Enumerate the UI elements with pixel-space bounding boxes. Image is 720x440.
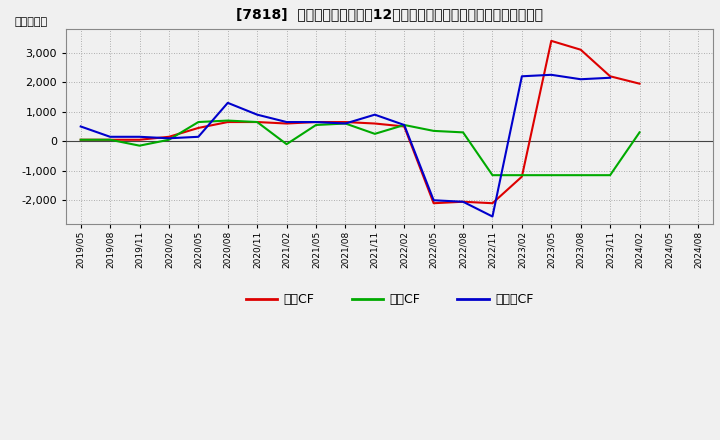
営業CF xyxy=(488,201,497,206)
フリーCF xyxy=(547,72,556,77)
投資CF xyxy=(135,143,144,148)
営業CF xyxy=(547,38,556,44)
投資CF xyxy=(488,172,497,178)
Line: 投資CF: 投資CF xyxy=(81,121,639,175)
営業CF xyxy=(312,119,320,125)
フリーCF xyxy=(488,214,497,219)
投資CF xyxy=(106,137,114,143)
フリーCF xyxy=(518,73,526,79)
投資CF xyxy=(429,128,438,133)
フリーCF xyxy=(371,112,379,117)
フリーCF xyxy=(341,121,350,126)
フリーCF xyxy=(253,112,261,117)
投資CF xyxy=(577,172,585,178)
営業CF xyxy=(341,119,350,125)
営業CF xyxy=(429,201,438,206)
営業CF xyxy=(253,119,261,125)
フリーCF xyxy=(282,119,291,125)
投資CF xyxy=(371,131,379,136)
フリーCF xyxy=(400,122,408,128)
営業CF xyxy=(106,137,114,143)
営業CF xyxy=(282,121,291,126)
Line: 営業CF: 営業CF xyxy=(81,41,639,203)
フリーCF xyxy=(577,77,585,82)
投資CF xyxy=(194,119,202,125)
営業CF xyxy=(371,121,379,126)
投資CF xyxy=(635,130,644,135)
Text: （百万円）: （百万円） xyxy=(14,17,48,27)
営業CF xyxy=(223,119,232,125)
営業CF xyxy=(577,47,585,52)
フリーCF xyxy=(76,124,85,129)
営業CF xyxy=(635,81,644,86)
投資CF xyxy=(341,121,350,126)
フリーCF xyxy=(606,75,614,81)
フリーCF xyxy=(312,119,320,125)
フリーCF xyxy=(135,134,144,139)
投資CF xyxy=(253,119,261,125)
投資CF xyxy=(518,172,526,178)
営業CF xyxy=(76,137,85,143)
フリーCF xyxy=(459,199,467,205)
Legend: 営業CF, 投資CF, フリーCF: 営業CF, 投資CF, フリーCF xyxy=(240,288,539,311)
投資CF xyxy=(547,172,556,178)
営業CF xyxy=(165,134,174,139)
営業CF xyxy=(606,73,614,79)
投資CF xyxy=(459,130,467,135)
投資CF xyxy=(282,142,291,147)
投資CF xyxy=(400,122,408,128)
フリーCF xyxy=(194,134,202,139)
投資CF xyxy=(312,122,320,128)
営業CF xyxy=(194,125,202,131)
営業CF xyxy=(518,174,526,179)
営業CF xyxy=(135,137,144,143)
Line: フリーCF: フリーCF xyxy=(81,75,610,216)
投資CF xyxy=(606,172,614,178)
営業CF xyxy=(400,124,408,129)
フリーCF xyxy=(106,134,114,139)
営業CF xyxy=(459,199,467,205)
投資CF xyxy=(165,137,174,143)
フリーCF xyxy=(223,100,232,106)
Title: [7818]  キャッシュフローの12か月移動合計の対前年同期増減額の推移: [7818] キャッシュフローの12か月移動合計の対前年同期増減額の推移 xyxy=(236,7,543,21)
投資CF xyxy=(223,118,232,123)
投資CF xyxy=(76,137,85,143)
フリーCF xyxy=(429,198,438,203)
フリーCF xyxy=(165,136,174,141)
